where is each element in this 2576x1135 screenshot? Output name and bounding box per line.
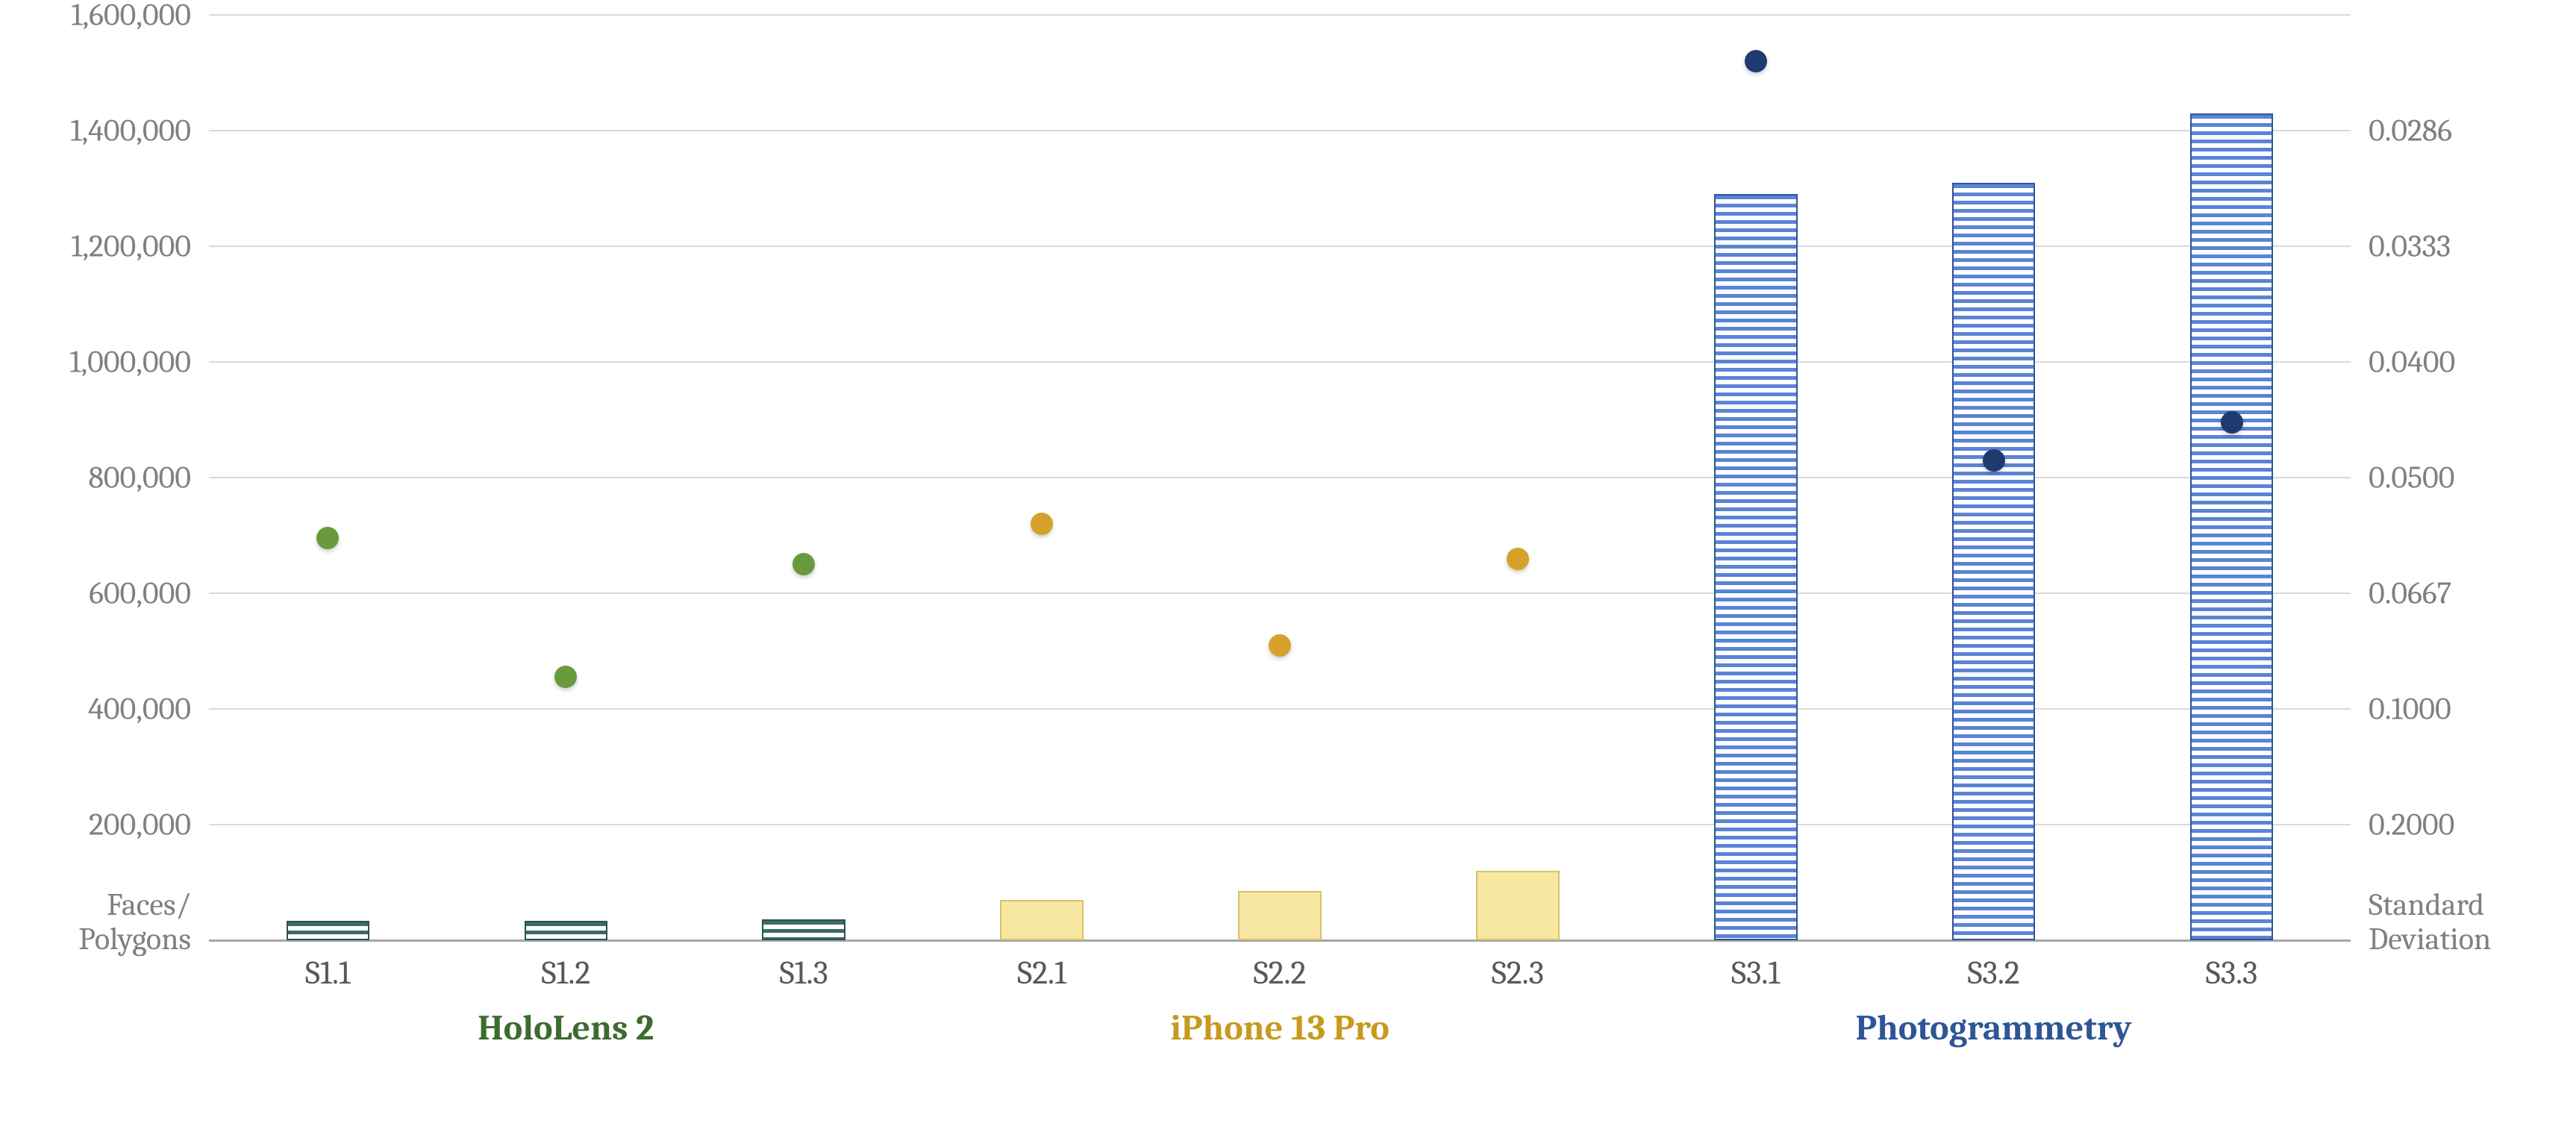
scatter-marker (1269, 634, 1291, 657)
x-tick-label: S1.3 (780, 940, 828, 992)
x-tick-label: S3.2 (1968, 940, 2020, 992)
y-right-tick-label: 0.0333 (2351, 228, 2451, 265)
x-tick-label: S3.1 (1731, 940, 1780, 992)
y-right-tick-label: 0.0400 (2351, 344, 2455, 381)
bar (762, 919, 845, 940)
chart-container: 200,000 400,000 600,000 800,000 1,000,000 1,2… (0, 0, 2576, 1135)
bar (2190, 113, 2274, 940)
scatter-marker (1507, 548, 1529, 570)
gridline (209, 130, 2351, 131)
x-tick-label: S2.1 (1017, 940, 1066, 992)
y-right-tick-label: 0.1000 (2351, 691, 2451, 728)
y-right-tick-label: 0.2000 (2351, 807, 2454, 843)
bar (1238, 891, 1322, 940)
scatter-marker (1745, 50, 1767, 72)
bar (287, 921, 370, 940)
scatter-marker (1031, 513, 1053, 535)
bar (1952, 183, 2036, 940)
y-right-title-line2: Deviation (2369, 921, 2491, 957)
scatter-marker (1983, 449, 2005, 472)
plot-area: 200,000400,000600,000800,0001,000,0001,2… (209, 15, 2351, 940)
y-right-tick-label: 0.0286 (2351, 113, 2452, 149)
x-tick-label: S3.3 (2206, 940, 2258, 992)
x-tick-label: S2.3 (1492, 940, 1544, 992)
y-left-axis-title: Faces/Polygons (78, 888, 209, 957)
bar (1000, 900, 1084, 940)
gridline (209, 14, 2351, 16)
group-label: Photogrammetry (1856, 1007, 2132, 1048)
bar (525, 921, 608, 940)
bar (1714, 194, 1798, 940)
y-left-title-line2: Polygons (78, 921, 191, 957)
scatter-marker (316, 527, 339, 549)
x-tick-label: S1.1 (305, 940, 351, 992)
y-left-tick-label: 200,000 (89, 807, 209, 843)
bar (1476, 871, 1560, 940)
y-left-title-line1: Faces/ (107, 887, 191, 923)
y-left-tick-label: 1,000,000 (69, 344, 209, 381)
y-right-title-line1: Standard (2369, 887, 2484, 923)
y-right-tick-label: 0.0667 (2351, 575, 2451, 612)
scatter-marker (554, 666, 577, 688)
y-left-tick-label: 400,000 (88, 691, 209, 728)
x-tick-label: S2.2 (1254, 940, 1307, 992)
y-left-tick-label: 800,000 (88, 460, 209, 496)
y-right-tick-label: 0.0500 (2351, 460, 2454, 496)
y-right-axis-title: StandardDeviation (2351, 888, 2491, 957)
group-label: HoloLens 2 (478, 1007, 654, 1048)
x-tick-label: S1.2 (541, 940, 590, 992)
y-left-tick-label: 1,200,000 (71, 228, 209, 265)
group-label: iPhone 13 Pro (1170, 1007, 1389, 1048)
y-left-tick-label: 600,000 (89, 575, 209, 612)
y-left-tick-label: 1,600,000 (71, 0, 209, 34)
scatter-marker (2221, 411, 2243, 434)
scatter-marker (793, 553, 815, 575)
y-left-tick-label: 1,400,000 (70, 113, 209, 149)
